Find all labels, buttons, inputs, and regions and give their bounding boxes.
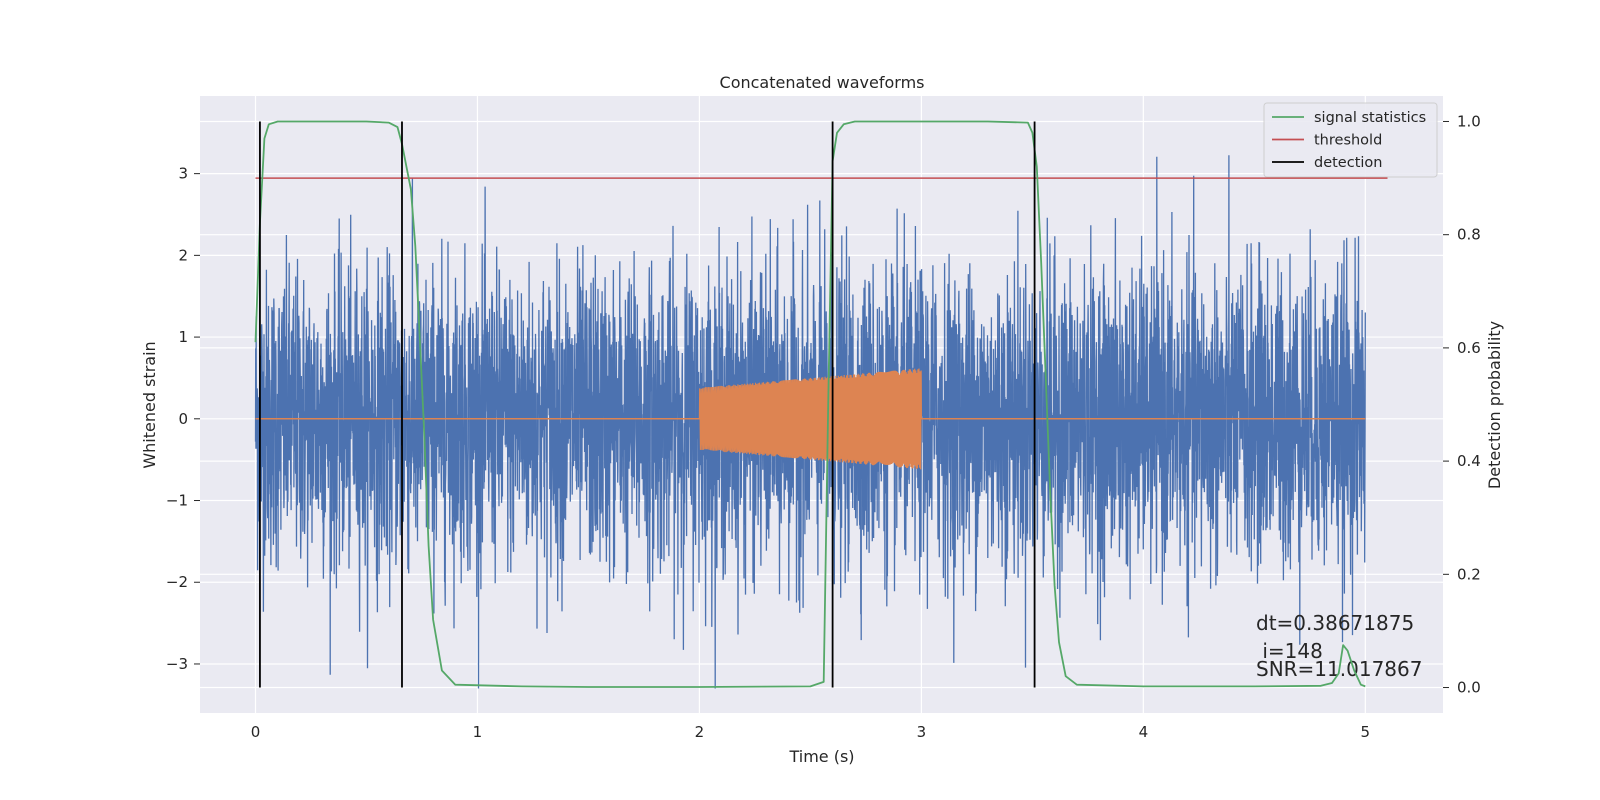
y2-tick-label: 0.0 xyxy=(1457,679,1481,697)
annotation-dt: dt=0.38671875 xyxy=(1256,611,1414,635)
chart-title: Concatenated waveforms xyxy=(720,73,925,92)
y-tick-label: −2 xyxy=(166,573,188,591)
x-tick-label: 2 xyxy=(695,723,705,741)
x-tick-label: 5 xyxy=(1361,723,1371,741)
legend-label: signal statistics xyxy=(1314,110,1426,126)
legend: signal statistics threshold detection xyxy=(1263,102,1438,178)
y-tick-label: −3 xyxy=(166,655,188,673)
axis-ticks: 0 1 2 3 4 5 −3 −2 −1 0 1 2 3 0.0 0.2 0.4 0.6 0.8 1.0 xyxy=(166,112,1481,741)
y2-tick-label: 1.0 xyxy=(1457,112,1481,130)
annotations: dt=0.38671875 i=148 SNR=11.017867 xyxy=(1256,611,1422,681)
y2-tick-label: 0.2 xyxy=(1457,565,1481,583)
x-tick-label: 4 xyxy=(1139,723,1149,741)
legend-box xyxy=(1263,102,1438,178)
annotation-i: i=148 xyxy=(1256,639,1323,663)
x-tick-label: 3 xyxy=(917,723,927,741)
x-tick-label: 0 xyxy=(251,723,261,741)
y-axis-label: Whitened strain xyxy=(140,341,159,468)
series-template xyxy=(698,368,922,470)
y2-tick-label: 0.4 xyxy=(1457,452,1481,470)
series-signal-statistics xyxy=(254,120,1366,688)
legend-label: detection xyxy=(1314,155,1382,171)
legend-label: threshold xyxy=(1314,133,1382,149)
y2-axis-label: Detection probability xyxy=(1485,321,1504,489)
y-tick-label: 3 xyxy=(178,165,188,183)
x-axis-label: Time (s) xyxy=(788,747,854,766)
y2-tick-label: 0.6 xyxy=(1457,339,1481,357)
y-tick-label: 2 xyxy=(178,246,188,264)
y-tick-label: 0 xyxy=(178,410,188,428)
x-tick-label: 1 xyxy=(473,723,483,741)
y-tick-label: 1 xyxy=(178,328,188,346)
y-tick-label: −1 xyxy=(166,492,188,510)
y2-tick-label: 0.8 xyxy=(1457,226,1481,244)
